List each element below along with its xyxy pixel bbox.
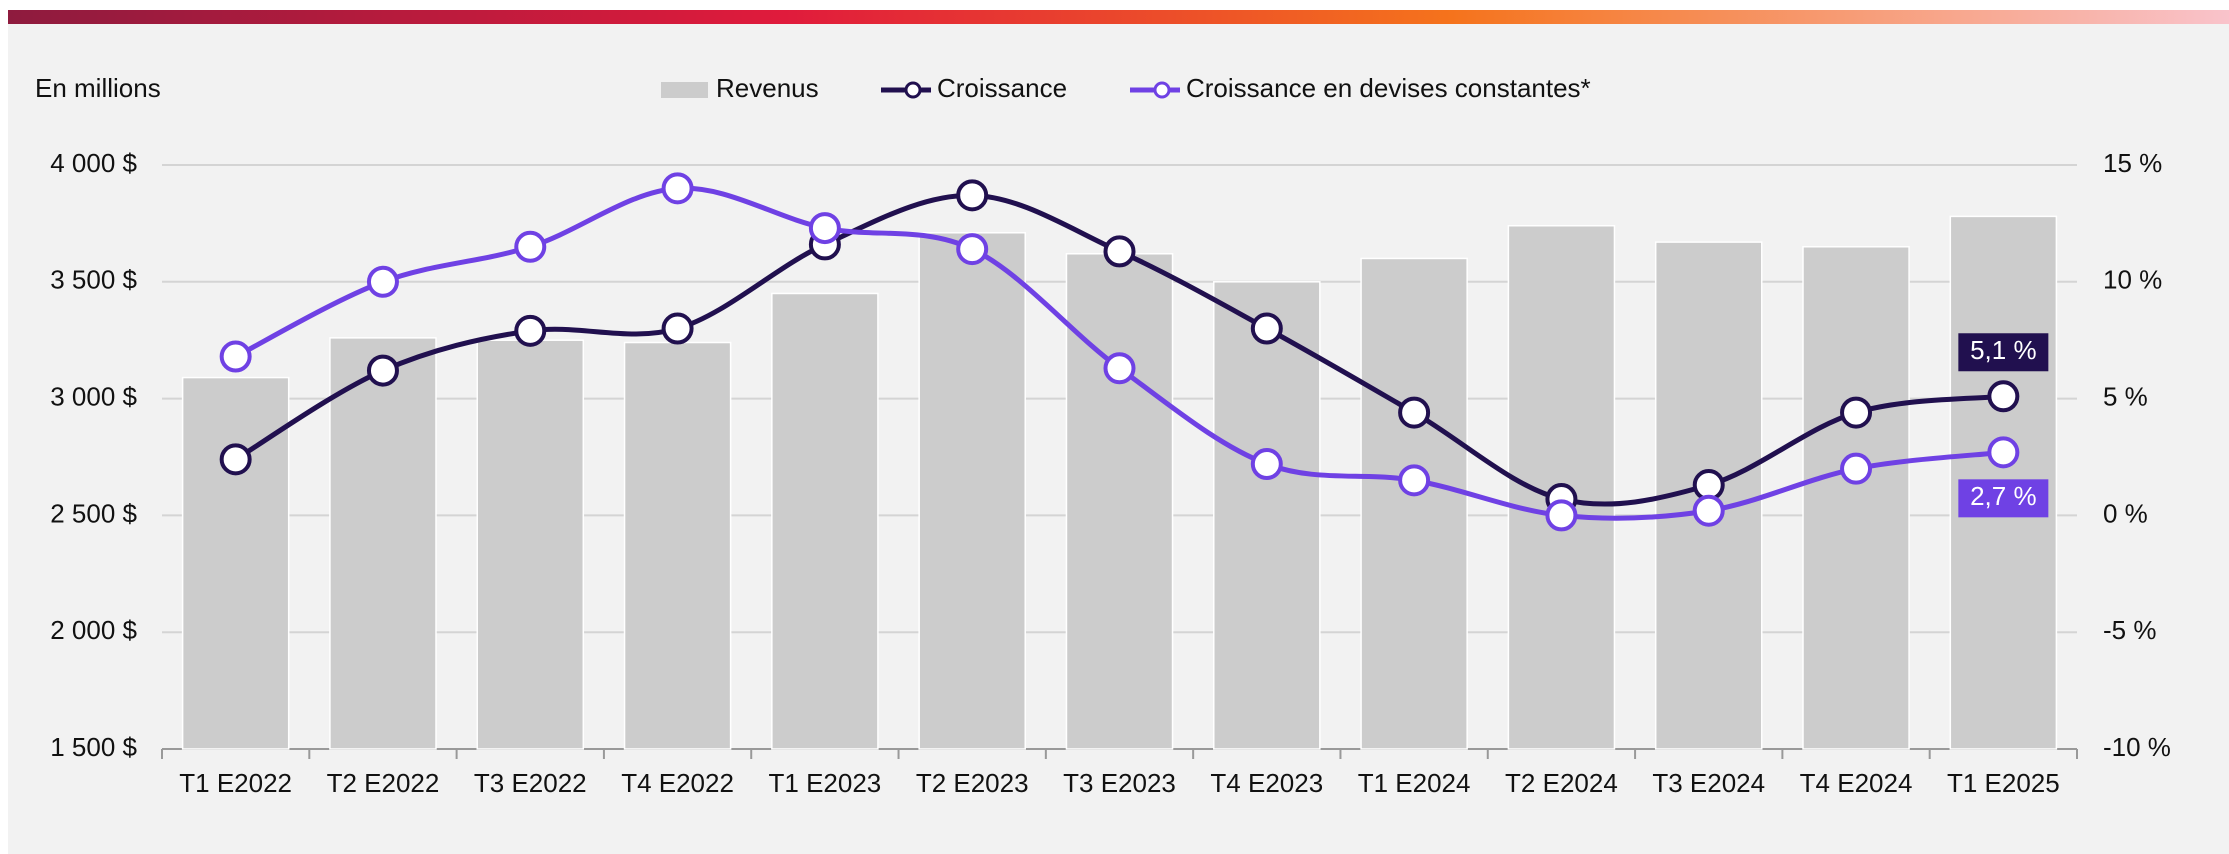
y2-tick-label: 0 % [2103,498,2148,528]
value-label-box [1958,333,2049,372]
marker [366,354,399,387]
y-tick-label: 3 500 $ [50,265,137,295]
x-tick-label: T1 E2023 [769,768,882,798]
x-tick-label: T4 E2024 [1800,768,1913,798]
bar [476,339,585,750]
x-tick-label: T3 E2022 [474,768,587,798]
y-tick-label: 3 000 $ [50,381,137,411]
marker [1545,499,1578,532]
legend-label: Revenus [716,73,819,103]
x-tick-label: T4 E2023 [1210,768,1323,798]
marker [956,233,989,266]
marker [514,314,547,347]
marker [1398,464,1431,497]
marker [1398,396,1431,429]
value-label: 5,1 % [1970,335,2037,365]
y-axis-label: En millions [35,73,161,103]
y-tick-label: 2 000 $ [50,615,137,645]
y-tick-label: 2 500 $ [50,498,137,528]
x-tick-label: T2 E2022 [327,768,440,798]
marker [808,212,841,245]
marker [219,340,252,373]
y2-tick-label: 5 % [2103,381,2148,411]
y2-tick-label: 10 % [2103,265,2162,295]
legend-swatch [661,82,708,98]
y-tick-label: 4 000 $ [50,148,137,178]
marker [514,230,547,263]
marker [1250,448,1283,481]
bar [918,231,1026,750]
x-tick-label: T3 E2023 [1063,768,1176,798]
marker [1250,312,1283,345]
marker [1840,396,1873,429]
bar [1213,281,1321,750]
bar [623,341,732,750]
bar [1802,246,1910,750]
bar [771,292,879,750]
marker [956,179,989,212]
y2-tick-label: -5 % [2103,615,2156,645]
x-tick-label: T1 E2022 [179,768,292,798]
marker [661,312,694,345]
marker [1103,352,1136,385]
marker [219,443,252,476]
legend-label: Croissance en devises constantes* [1186,73,1591,103]
marker [1987,436,2020,469]
bar [1360,257,1468,750]
marker [366,265,399,298]
y2-tick-label: 15 % [2103,148,2162,178]
bar [181,376,290,750]
x-tick-label: T1 E2024 [1358,768,1471,798]
y-tick-label: 1 500 $ [50,732,137,762]
marker [1987,380,2020,413]
x-tick-label: T3 E2024 [1652,768,1765,798]
legend-marker [1153,81,1171,99]
bar [329,337,437,750]
marker [1103,235,1136,268]
value-label: 2,7 % [1970,481,2037,511]
legend-label: Croissance [937,73,1067,103]
accent-bar [8,10,2229,24]
bar [1065,253,1174,750]
marker [1692,494,1725,527]
x-tick-label: T2 E2023 [916,768,1029,798]
x-tick-label: T4 E2022 [621,768,734,798]
x-tick-label: T2 E2024 [1505,768,1618,798]
value-label-box [1958,479,2049,518]
marker [1840,452,1873,485]
marker [661,172,694,205]
y2-tick-label: -10 % [2103,732,2171,762]
legend-marker [904,81,922,99]
x-tick-label: T1 E2025 [1947,768,2060,798]
